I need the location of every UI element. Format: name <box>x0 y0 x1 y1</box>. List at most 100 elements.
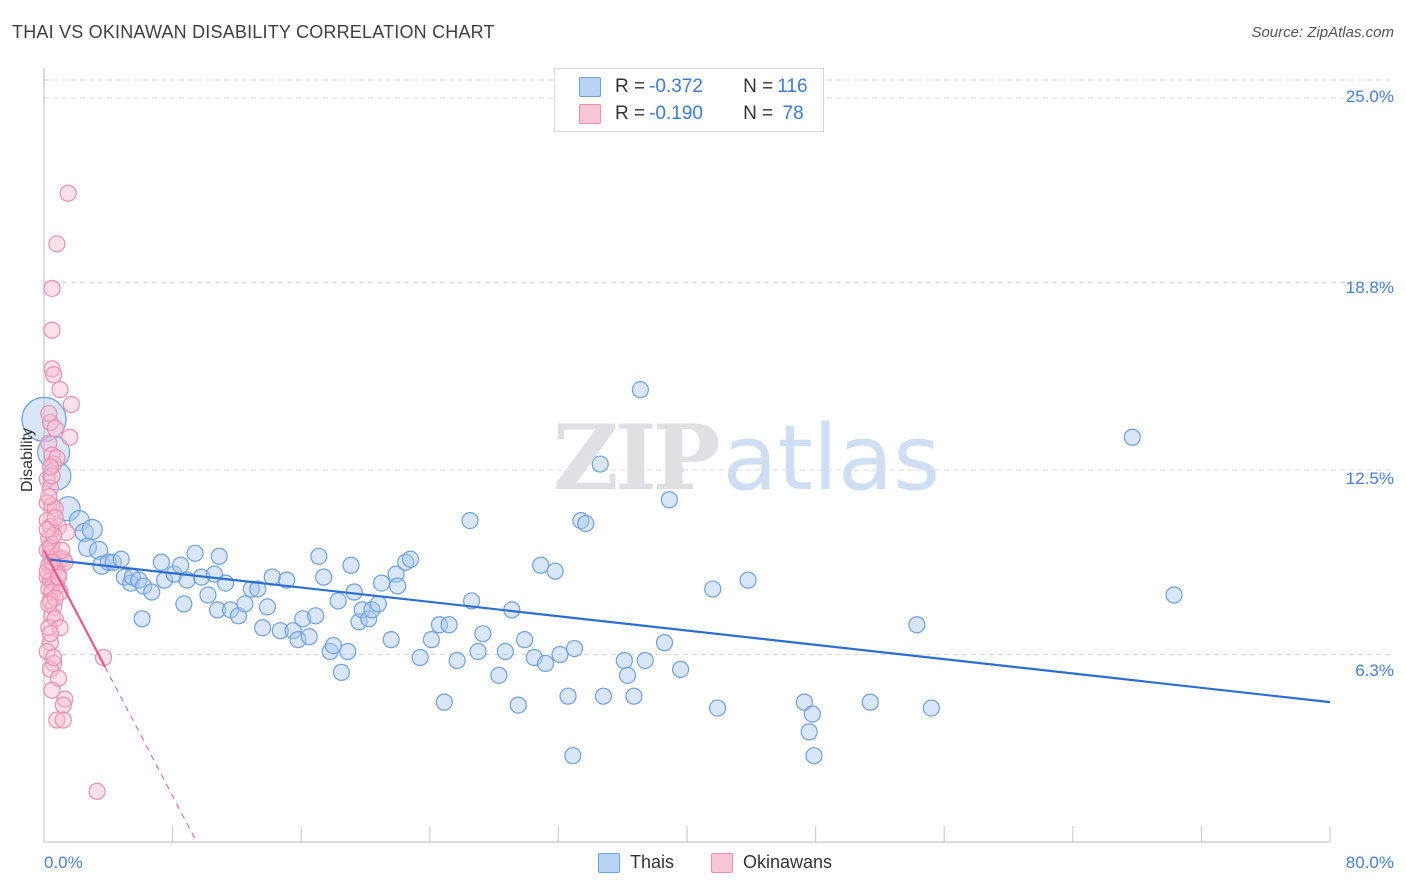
thai-point <box>618 666 637 684</box>
thai-point <box>546 562 564 580</box>
thai-point <box>469 642 487 661</box>
thai-point <box>284 622 302 640</box>
okinawan-point <box>61 428 79 446</box>
thai-point <box>152 553 170 571</box>
thai-trend-line <box>47 558 1331 704</box>
okinawan-point <box>46 589 64 607</box>
okinawan-point <box>40 488 58 506</box>
thai-point <box>422 631 441 649</box>
thai-point <box>353 601 371 619</box>
thai-point <box>462 592 481 610</box>
legend-item-thais[interactable]: Thais <box>598 852 674 873</box>
legend-row-thais: R = -0.372 N = 116 <box>579 75 808 99</box>
thai-point <box>803 705 821 723</box>
thai-point <box>133 610 151 628</box>
okinawan-point <box>46 509 64 527</box>
thai-point <box>401 550 420 568</box>
thai-point <box>307 607 325 625</box>
thai-point <box>315 568 333 586</box>
okinawan-point <box>59 184 77 202</box>
thai-point <box>577 514 595 533</box>
thai-point <box>258 598 277 616</box>
trend-lines <box>43 549 1331 843</box>
thai-point <box>532 556 550 574</box>
y-tick-label: 12.5% <box>1345 469 1394 488</box>
thai-point <box>440 616 458 634</box>
thai-point <box>496 642 514 661</box>
thai-point <box>186 544 204 562</box>
chart-title: THAI VS OKINAWAN DISABILITY CORRELATION … <box>12 22 495 42</box>
thai-point <box>516 631 534 649</box>
okinawan-trend-extension <box>104 666 198 843</box>
legend-label-thais: Thais <box>630 852 675 872</box>
thai-point <box>172 556 190 574</box>
okinawan-point <box>48 711 66 729</box>
okinawan-trend-line <box>43 549 107 668</box>
okinawan-point <box>54 711 72 729</box>
thai-point <box>324 636 342 655</box>
thai-point <box>289 631 307 649</box>
thai-point <box>300 628 318 646</box>
okinawans-swatch <box>579 104 601 124</box>
thai-point <box>908 616 926 634</box>
r-value: -0.190 <box>649 103 703 124</box>
thai-point <box>363 601 381 619</box>
thai-point <box>448 651 466 670</box>
source-label: Source: ZipAtlas.com <box>1251 24 1394 41</box>
thai-point <box>210 547 228 565</box>
okinawan-point <box>43 279 61 298</box>
okinawan-point <box>51 619 69 637</box>
r-label: R = <box>615 76 646 97</box>
thai-point <box>254 619 272 637</box>
thai-point <box>143 583 161 601</box>
thais-points <box>21 381 1183 765</box>
thai-point <box>805 747 823 765</box>
legend-item-okinawans[interactable]: Okinawans <box>711 852 832 873</box>
thai-point <box>922 699 940 717</box>
n-label: N = <box>743 103 774 124</box>
thai-point <box>655 634 674 652</box>
okinawan-point <box>45 526 63 545</box>
thai-point <box>332 663 350 681</box>
r-label: R = <box>615 103 646 124</box>
thai-point <box>249 580 267 598</box>
watermark-zip: ZIP <box>553 405 720 511</box>
thais-swatch <box>598 852 620 873</box>
n-label: N = <box>743 76 774 97</box>
thai-point <box>382 631 400 649</box>
thai-point <box>342 556 360 574</box>
thai-point <box>1123 428 1141 446</box>
thai-point <box>704 580 722 598</box>
thai-point <box>1165 586 1183 604</box>
thai-point <box>795 693 813 711</box>
thai-point <box>199 586 217 604</box>
okinawan-point <box>46 419 64 437</box>
okinawan-point <box>45 648 63 667</box>
thai-point <box>360 610 378 628</box>
okinawan-point <box>51 381 69 399</box>
thais-swatch <box>579 77 601 97</box>
n-value: 116 <box>777 76 808 97</box>
thai-point <box>671 660 690 678</box>
x-tick-label: 0.0% <box>44 853 83 872</box>
grid-lines <box>44 79 1392 656</box>
thai-point <box>861 693 879 711</box>
okinawan-point <box>57 523 76 542</box>
okinawan-point <box>40 595 58 613</box>
thai-point <box>490 666 508 684</box>
watermark: ZIPatlas <box>553 405 940 511</box>
x-tick-label: 80.0% <box>1345 853 1394 872</box>
okinawan-point <box>40 404 58 423</box>
thai-point <box>551 645 569 664</box>
thai-point <box>236 595 254 613</box>
thai-point <box>397 553 415 571</box>
okinawan-point <box>43 321 61 339</box>
thai-point <box>708 699 727 717</box>
thai-point <box>81 518 103 541</box>
legend-row-okinawans: R = -0.190 N = 78 <box>579 102 804 126</box>
y-tick-label: 18.8% <box>1345 278 1394 297</box>
okinawan-point <box>38 520 56 539</box>
thai-point <box>68 509 90 532</box>
thai-point <box>369 595 387 613</box>
